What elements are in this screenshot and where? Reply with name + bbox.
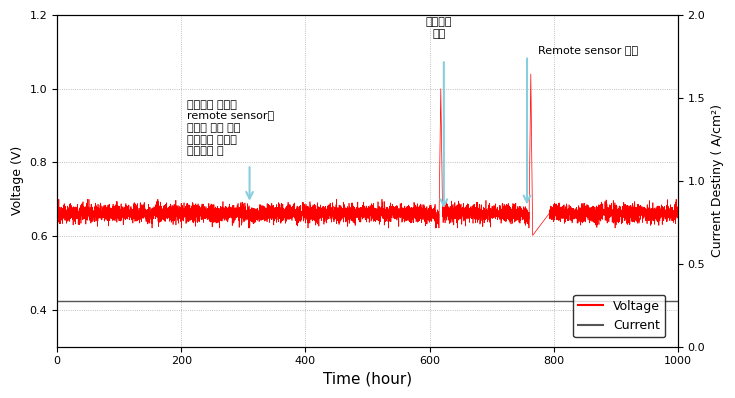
Y-axis label: Current Destiny ( A/cm²): Current Destiny ( A/cm²) [711, 104, 724, 258]
Text: 분리판에 설치한
remote sensor가
분리어 측이 되지
않았으나 전류는
계속인가 됨: 분리판에 설치한 remote sensor가 분리어 측이 되지 않았으나 전… [187, 100, 275, 156]
Text: 정전으로
정지: 정전으로 정지 [426, 17, 452, 39]
Y-axis label: Voltage (V): Voltage (V) [11, 146, 24, 215]
Legend: Voltage, Current: Voltage, Current [573, 295, 665, 337]
Text: Remote sensor 분리: Remote sensor 분리 [538, 45, 638, 55]
X-axis label: Time (hour): Time (hour) [323, 372, 412, 387]
